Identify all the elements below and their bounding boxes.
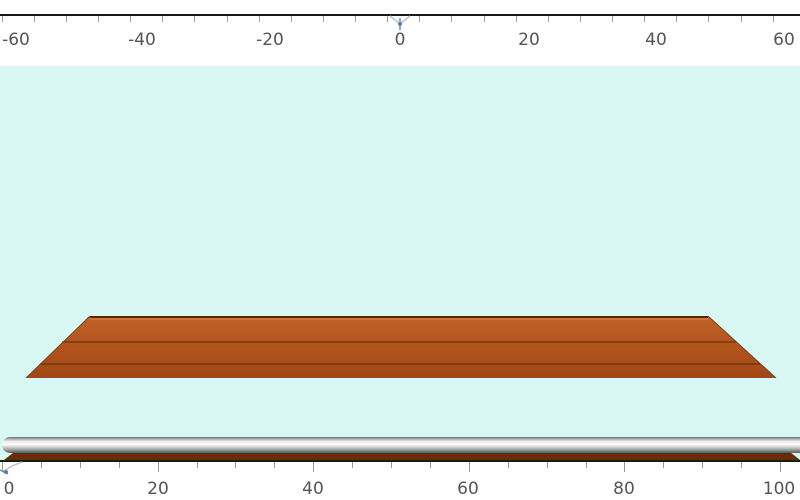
bottom-ruler-tick	[157, 462, 159, 472]
top-ruler-tick	[547, 16, 549, 22]
bottom-ruler-tick	[352, 462, 354, 468]
top-ruler-tick	[772, 16, 774, 22]
top-ruler-tick	[612, 16, 614, 22]
top-ruler-tick	[419, 16, 421, 22]
top-ruler-tick	[676, 16, 678, 22]
top-ruler-tick	[162, 16, 164, 22]
bottom-ruler-tick	[118, 462, 120, 468]
bottom-ruler-tick	[235, 462, 237, 468]
bottom-ruler-tick	[780, 462, 781, 472]
wooden-table	[25, 316, 777, 378]
bottom-ruler-tick	[79, 462, 81, 468]
top-tick-label-neg60: -60	[2, 30, 30, 50]
bottom-ruler-tick	[702, 462, 704, 468]
top-ruler-tick	[579, 16, 581, 22]
top-ruler-tick	[258, 16, 260, 22]
top-ruler-tick	[355, 16, 357, 22]
top-tick-label-neg20: -20	[256, 30, 284, 50]
bottom-ruler-tick	[741, 462, 743, 468]
bottom-ruler-tick	[274, 462, 276, 468]
top-ruler: -60 -40 -20 0 20 40 60	[0, 0, 800, 66]
top-ruler-tick	[33, 16, 35, 22]
top-ruler-tick	[644, 16, 646, 22]
top-ruler-tick	[387, 16, 389, 22]
metal-rail[interactable]	[2, 437, 800, 453]
top-ruler-tick	[451, 16, 453, 22]
wooden-table-edge	[4, 452, 800, 460]
top-ruler-tick	[290, 16, 292, 22]
bottom-ruler-axis-line	[0, 460, 800, 462]
top-ruler-tick	[740, 16, 742, 22]
top-ruler-tick	[194, 16, 196, 22]
top-tick-label-40: 40	[645, 30, 667, 50]
top-ruler-tick	[226, 16, 228, 22]
bottom-ruler-tick	[468, 462, 470, 472]
top-ruler-tick	[130, 16, 132, 22]
top-ruler-tick	[708, 16, 710, 22]
bottom-tick-label-80: 80	[613, 479, 635, 499]
bottom-ruler-tick	[196, 462, 198, 468]
bottom-ruler-tick	[40, 462, 42, 468]
top-ruler-axis-line	[0, 14, 800, 16]
bottom-ruler-tick	[585, 462, 587, 468]
top-tick-label-0: 0	[394, 30, 406, 50]
top-ruler-tick	[65, 16, 67, 22]
top-ruler-tick	[1, 16, 3, 22]
top-tick-label-20: 20	[518, 30, 540, 50]
bottom-ruler-tick	[507, 462, 509, 468]
bottom-ruler-tick	[429, 462, 431, 468]
bottom-ruler-tick	[313, 462, 315, 472]
top-tick-label-neg40: -40	[128, 30, 156, 50]
bottom-ruler-tick	[391, 462, 392, 468]
simulation-stage[interactable]	[0, 66, 800, 460]
bottom-tick-label-40: 40	[302, 479, 324, 499]
bottom-tick-label-60: 60	[457, 479, 479, 499]
ruler-origin-marker-icon[interactable]	[0, 460, 24, 478]
bottom-tick-label-20: 20	[147, 479, 169, 499]
bottom-tick-label-0: 0	[3, 479, 15, 499]
top-tick-label-60: 60	[773, 30, 795, 50]
top-ruler-tick	[98, 16, 100, 22]
bottom-ruler-tick	[624, 462, 626, 472]
top-ruler-tick	[483, 16, 485, 22]
bottom-ruler-tick	[546, 462, 548, 468]
top-ruler-tick	[322, 16, 324, 22]
top-ruler-tick	[515, 16, 517, 22]
ruler-origin-marker-icon[interactable]	[388, 12, 412, 30]
bottom-ruler: 0 20 40 60 80 100	[0, 460, 800, 500]
bottom-tick-label-100: 100	[762, 479, 796, 499]
bottom-ruler-tick	[663, 462, 665, 468]
bottom-ruler-tick	[2, 462, 3, 472]
